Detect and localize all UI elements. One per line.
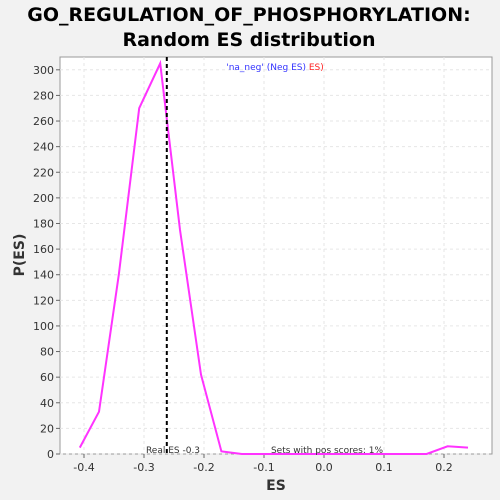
x-tick-label: -0.2 [193, 461, 214, 474]
chart-title-line1: GO_REGULATION_OF_PHOSPHORYLATION: [27, 4, 470, 26]
x-tick-label: 0.1 [375, 461, 393, 474]
legend: 'na_neg' (Neg ES) ES) [226, 63, 324, 73]
y-tick-label: 160 [33, 243, 54, 256]
legend-neg-es: 'na_neg' (Neg ES) [226, 63, 306, 73]
plot-area [59, 56, 493, 455]
y-tick-label: 220 [33, 166, 54, 179]
y-tick-label: 120 [33, 294, 54, 307]
y-tick-label: 200 [33, 192, 54, 205]
y-axis-label: P(ES) [12, 234, 28, 277]
y-tick-label: 180 [33, 217, 54, 230]
x-tick-label: 0.0 [315, 461, 333, 474]
ticks: 0 20 40 60 80 100 120 140 160 180 200 220 240 260 280 3… [33, 64, 453, 474]
legend-es-suffix: ES) [306, 63, 324, 73]
y-tick-label: 300 [33, 64, 54, 77]
y-tick-label: 260 [33, 115, 54, 128]
y-tick-label: 20 [40, 422, 54, 435]
x-tick-label: -0.1 [253, 461, 274, 474]
x-tick-label: 0.2 [435, 461, 453, 474]
chart-title-line2: Random ES distribution [122, 29, 375, 51]
pos-scores-label: Sets with pos scores: 1% [271, 446, 384, 456]
y-tick-label: 60 [40, 371, 54, 384]
y-tick-label: 280 [33, 89, 54, 102]
x-axis-label: ES [266, 478, 286, 494]
x-tick-label: -0.3 [133, 461, 154, 474]
y-tick-label: 240 [33, 141, 54, 154]
y-tick-label: 80 [40, 346, 54, 359]
y-tick-label: 100 [33, 320, 54, 333]
real-es-label: Real ES -0.3 [146, 446, 200, 456]
series-line [78, 59, 469, 455]
y-tick-label: 140 [33, 269, 54, 282]
y-tick-label: 0 [47, 448, 54, 461]
y-tick-label: 40 [40, 397, 54, 410]
series [78, 59, 469, 455]
x-tick-label: -0.4 [73, 461, 94, 474]
